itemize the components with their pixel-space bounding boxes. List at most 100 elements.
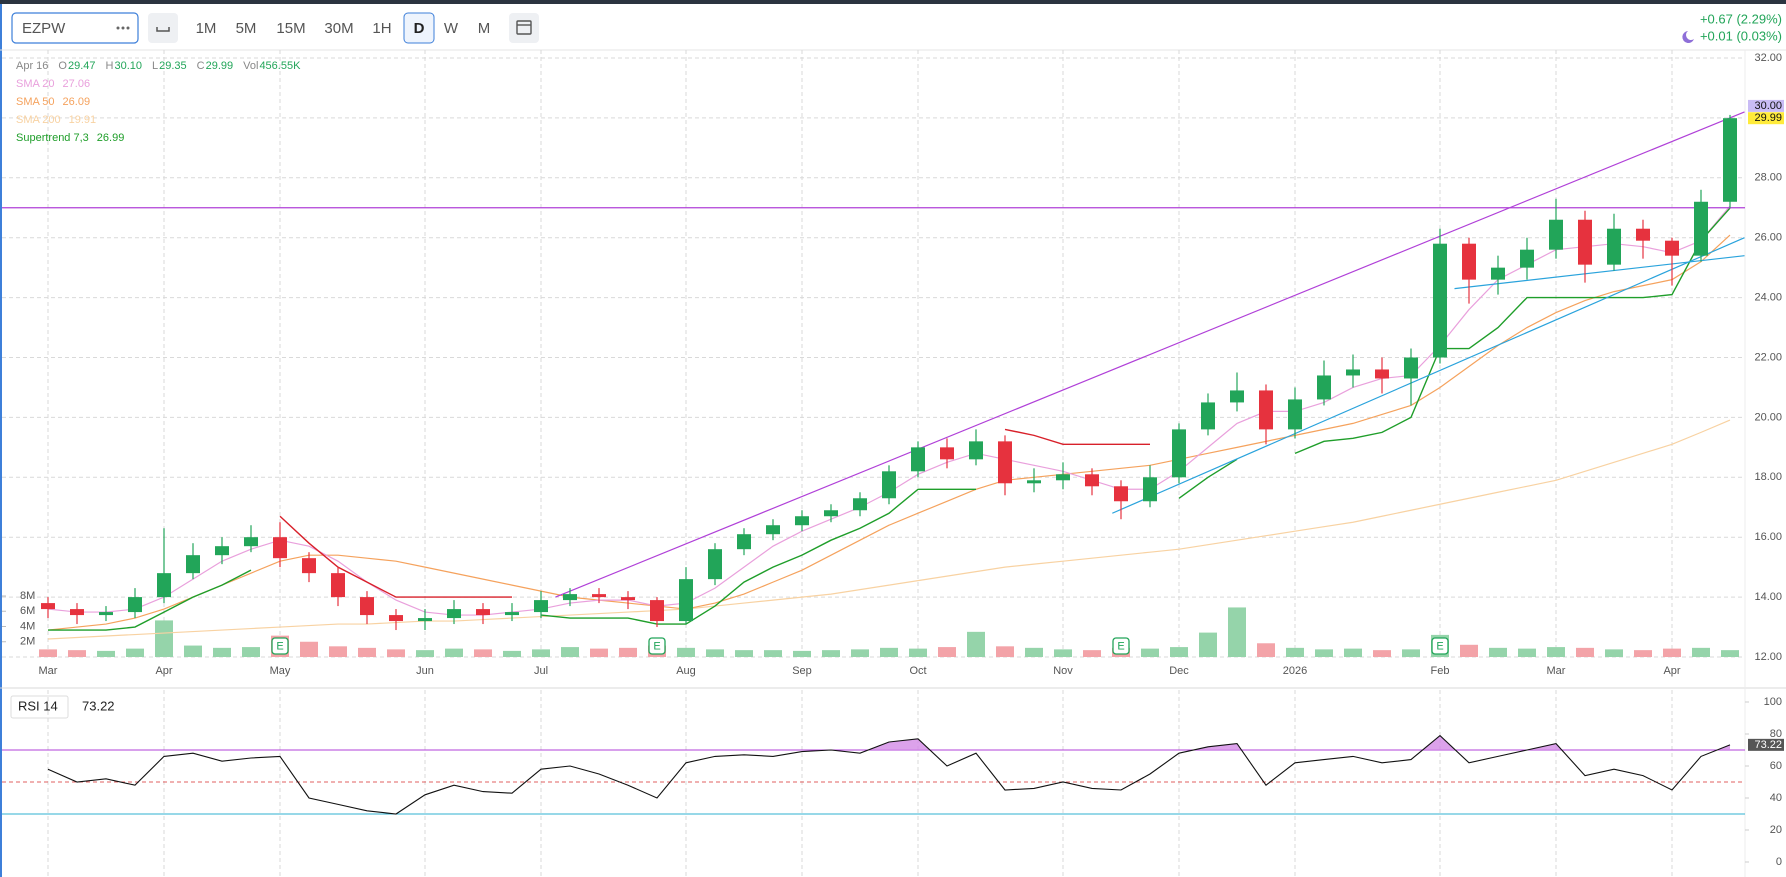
candle-body [969, 441, 983, 460]
volume-bar [851, 649, 869, 657]
rsi-tick-label: 0 [1776, 856, 1782, 868]
candle-body [360, 597, 374, 616]
indicator-legend: SMA 50 26.09 [16, 96, 90, 108]
indicator-value: 26.09 [63, 96, 91, 108]
x-tick-label: 2026 [1283, 665, 1307, 677]
volume-bar [764, 650, 782, 657]
indicator-name: SMA 20 [16, 78, 55, 90]
candle-body [215, 546, 229, 556]
interval-label: D [414, 20, 425, 37]
event-label: E [276, 640, 283, 652]
interval-button[interactable]: 1M [191, 13, 221, 43]
volume-bar [474, 649, 492, 657]
price-tag-label: 30.00 [1754, 100, 1782, 112]
volume-bar [242, 647, 260, 657]
interval-button[interactable]: D [403, 12, 435, 44]
event-label: E [653, 640, 660, 652]
x-tick-label: Aug [676, 665, 696, 677]
interval-button[interactable]: 5M [231, 13, 261, 43]
x-tick-label: Dec [1169, 665, 1189, 677]
chart-style-button[interactable] [148, 13, 178, 43]
price-tag [1748, 112, 1784, 125]
interval-button[interactable]: 30M [324, 13, 354, 43]
candle-body [1723, 118, 1737, 202]
volume-bar [1402, 649, 1420, 657]
change: +0.67 (2.29%) [1700, 11, 1782, 26]
calendar-button[interactable] [509, 13, 539, 43]
ohlc-legend: Apr 16 O29.47 H30.10 L29.35 C29.99 Vol456.55K [16, 60, 301, 72]
button-bg[interactable] [509, 13, 539, 43]
candle-body [592, 594, 606, 598]
y-tick-label: 22.00 [1754, 351, 1782, 363]
volume-bar [1721, 650, 1739, 657]
volume-bar [880, 647, 898, 657]
candle-body [1694, 201, 1708, 256]
candle-body [940, 447, 954, 460]
menu-dot [116, 26, 120, 30]
volume-bar [155, 620, 173, 657]
volume-bar [1605, 649, 1623, 657]
candle-body [1172, 429, 1186, 478]
candle-body [128, 597, 142, 613]
interval-button[interactable]: 1H [367, 13, 397, 43]
candle-body [244, 537, 258, 547]
volume-bar [1083, 650, 1101, 657]
candle-body [1056, 474, 1070, 481]
top-bar [0, 0, 1786, 4]
volume-bar [1576, 647, 1594, 657]
volume-bar [1489, 647, 1507, 657]
indicator-legend: SMA 20 27.06 [16, 78, 90, 90]
candle-body [1201, 402, 1215, 430]
volume-bar [445, 648, 463, 657]
interval-label: 1H [372, 20, 391, 37]
volume-bar [1373, 650, 1391, 657]
volume-bar [1170, 647, 1188, 657]
after-hours-change: +0.01 (0.03%) [1700, 28, 1782, 43]
candle-body [621, 597, 635, 601]
interval-label: 30M [324, 20, 353, 37]
x-tick-label: Mar [39, 665, 58, 677]
indicator-legend: SMA 200 19.91 [16, 114, 96, 126]
rsi-tag [1748, 738, 1784, 751]
volume-bar [358, 647, 376, 657]
interval-button[interactable]: M [469, 13, 499, 43]
rsi-value: 73.22 [82, 698, 115, 713]
volume-bar [1141, 648, 1159, 657]
event-label: E [1436, 640, 1443, 652]
sma-line [47, 234, 1731, 631]
interval-button[interactable]: 15M [276, 13, 306, 43]
candle-body [1636, 228, 1650, 241]
interval-button-bg[interactable] [403, 12, 435, 44]
button-bg[interactable] [148, 13, 178, 43]
rsi-tick-label: 40 [1770, 792, 1782, 804]
interval-button[interactable]: W [436, 13, 466, 43]
volume-bar [590, 648, 608, 657]
candle-body [911, 447, 925, 472]
y-tick-label: 26.00 [1754, 232, 1782, 244]
symbol-input[interactable] [11, 12, 139, 44]
date: Apr 16 [16, 60, 48, 72]
symbol: EZPW [22, 20, 66, 37]
candle-body [1607, 228, 1621, 265]
candle-body [1433, 243, 1447, 358]
symbol-box[interactable]: EZPW [11, 12, 139, 44]
trendline [1454, 255, 1745, 290]
rsi-line [47, 734, 1731, 815]
candle-body [1404, 357, 1418, 379]
volume-tick-label: 4M [20, 620, 35, 632]
trendline [1112, 237, 1745, 514]
volume-bar [1315, 649, 1333, 657]
rsi-tick-label: 80 [1770, 728, 1782, 740]
volume-bar [1460, 644, 1478, 657]
volume-bar [938, 647, 956, 657]
y-tick-label: 28.00 [1754, 172, 1782, 184]
interval-label: W [444, 20, 459, 37]
y-tick-label: 12.00 [1754, 651, 1782, 663]
y-tick-label: 32.00 [1754, 52, 1782, 64]
supertrend-up [48, 207, 1731, 631]
x-tick-label: May [270, 665, 291, 677]
volume-bar [677, 647, 695, 657]
candle-body [1085, 474, 1099, 487]
volume-bar [68, 650, 86, 657]
